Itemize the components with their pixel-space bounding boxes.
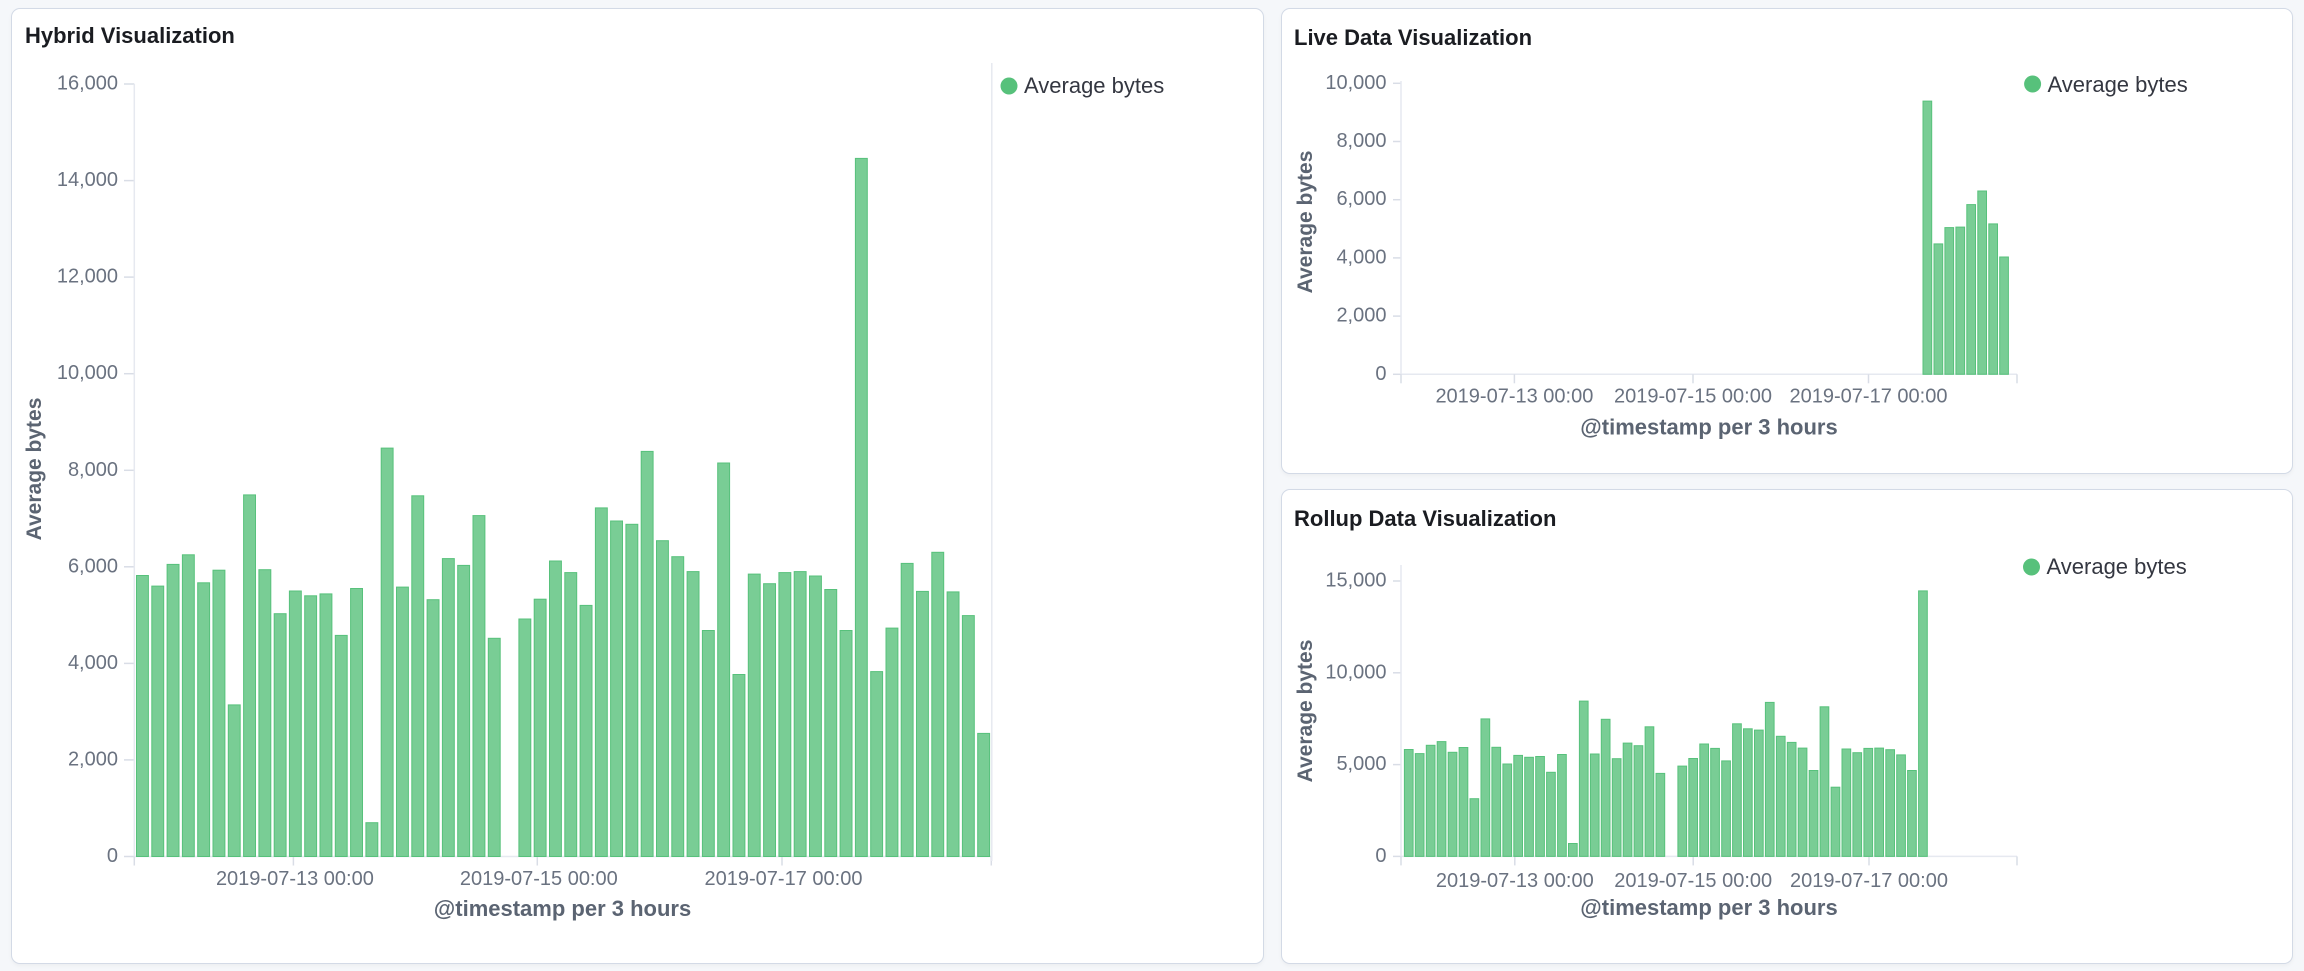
svg-text:10,000: 10,000: [1325, 661, 1386, 683]
svg-text:Average bytes: Average bytes: [2047, 554, 2187, 579]
svg-text:2019-07-15 00:00: 2019-07-15 00:00: [460, 868, 618, 890]
svg-text:16,000: 16,000: [57, 73, 118, 95]
svg-text:8,000: 8,000: [1336, 130, 1386, 152]
svg-text:@timestamp per 3 hours: @timestamp per 3 hours: [1580, 895, 1837, 920]
svg-text:6,000: 6,000: [68, 555, 118, 577]
svg-text:0: 0: [107, 845, 118, 867]
svg-text:0: 0: [1375, 363, 1386, 385]
svg-text:Average bytes: Average bytes: [1024, 73, 1164, 98]
svg-text:2019-07-17 00:00: 2019-07-17 00:00: [1790, 870, 1948, 892]
svg-text:Average bytes: Average bytes: [1294, 151, 1317, 294]
svg-text:2019-07-13 00:00: 2019-07-13 00:00: [216, 868, 374, 890]
svg-text:14,000: 14,000: [57, 169, 118, 191]
svg-text:5,000: 5,000: [1336, 753, 1386, 775]
svg-text:2019-07-13 00:00: 2019-07-13 00:00: [1435, 386, 1593, 408]
svg-text:Average bytes: Average bytes: [2048, 72, 2188, 97]
svg-text:0: 0: [1375, 845, 1386, 867]
svg-text:2019-07-17 00:00: 2019-07-17 00:00: [1790, 386, 1948, 408]
svg-text:8,000: 8,000: [68, 459, 118, 481]
svg-text:4,000: 4,000: [1336, 246, 1386, 268]
svg-text:Average bytes: Average bytes: [1294, 640, 1317, 783]
svg-text:2019-07-13 00:00: 2019-07-13 00:00: [1436, 870, 1594, 892]
svg-text:2019-07-17 00:00: 2019-07-17 00:00: [705, 868, 863, 890]
svg-text:10,000: 10,000: [57, 362, 118, 384]
svg-text:2019-07-15 00:00: 2019-07-15 00:00: [1614, 386, 1772, 408]
svg-text:Average bytes: Average bytes: [23, 398, 46, 541]
svg-text:10,000: 10,000: [1325, 72, 1386, 94]
svg-text:2,000: 2,000: [1336, 305, 1386, 327]
svg-text:6,000: 6,000: [1336, 188, 1386, 210]
svg-text:2019-07-15 00:00: 2019-07-15 00:00: [1614, 870, 1772, 892]
svg-text:12,000: 12,000: [57, 266, 118, 288]
svg-text:@timestamp per 3 hours: @timestamp per 3 hours: [434, 896, 691, 921]
svg-text:@timestamp per 3 hours: @timestamp per 3 hours: [1580, 415, 1837, 440]
svg-text:15,000: 15,000: [1325, 570, 1386, 592]
svg-text:2,000: 2,000: [68, 748, 118, 770]
svg-text:4,000: 4,000: [68, 652, 118, 674]
